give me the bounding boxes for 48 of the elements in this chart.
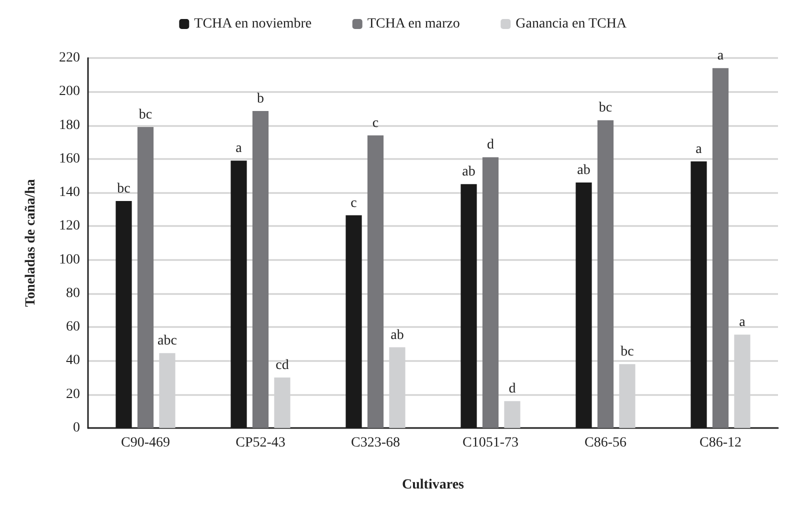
data-label: a — [236, 141, 243, 156]
y-tick-label: 0 — [73, 420, 80, 436]
data-label: d — [508, 382, 516, 397]
y-tick-label: 40 — [66, 353, 80, 368]
y-tick-label: 200 — [59, 84, 80, 100]
bar — [504, 401, 520, 428]
y-tick-label: 100 — [59, 252, 80, 268]
data-label: a — [739, 315, 746, 330]
data-label: c — [372, 116, 379, 131]
x-axis-title: Cultivares — [402, 478, 465, 492]
data-label: a — [717, 48, 724, 64]
x-tick-label: C90-469 — [121, 436, 170, 450]
bar — [137, 126, 154, 428]
y-tick-label: 180 — [59, 118, 80, 133]
data-label: b — [257, 91, 264, 106]
data-label: bc — [620, 344, 634, 360]
bar — [597, 120, 614, 428]
data-label: bc — [598, 100, 612, 116]
y-tick-label: 20 — [66, 386, 80, 402]
y-tick-label: 140 — [59, 185, 80, 200]
legend-label: TCHA en noviembre — [194, 16, 312, 32]
y-tick-label: 120 — [59, 218, 80, 234]
bar — [367, 135, 384, 428]
data-label: d — [487, 138, 494, 153]
x-tick-label: CP52-43 — [236, 436, 286, 450]
y-tick-label: 160 — [59, 151, 80, 166]
y-tick-label: 80 — [66, 286, 80, 301]
bar — [252, 110, 269, 428]
x-tick-label: C86-56 — [584, 436, 626, 450]
x-tick-label: C323-68 — [351, 436, 400, 450]
data-label: abc — [158, 334, 177, 349]
data-label: ab — [390, 328, 404, 343]
bar — [482, 157, 499, 428]
legend-label: TCHA en marzo — [367, 16, 460, 32]
data-label: a — [696, 142, 703, 157]
x-tick-label: C86-12 — [700, 436, 742, 450]
data-label: ab — [462, 164, 476, 180]
data-label: cd — [276, 358, 289, 374]
data-label: c — [350, 196, 357, 211]
bar — [712, 68, 729, 428]
y-tick-label: 220 — [59, 50, 80, 66]
data-label: bc — [117, 181, 130, 196]
legend-label: Ganancia en TCHA — [516, 16, 628, 32]
y-axis-title: Toneladas de caña/ha — [24, 179, 38, 307]
data-label: ab — [577, 162, 590, 178]
x-tick-label: C1051-73 — [462, 436, 518, 450]
y-tick-label: 60 — [66, 320, 80, 335]
data-label: bc — [138, 107, 152, 122]
